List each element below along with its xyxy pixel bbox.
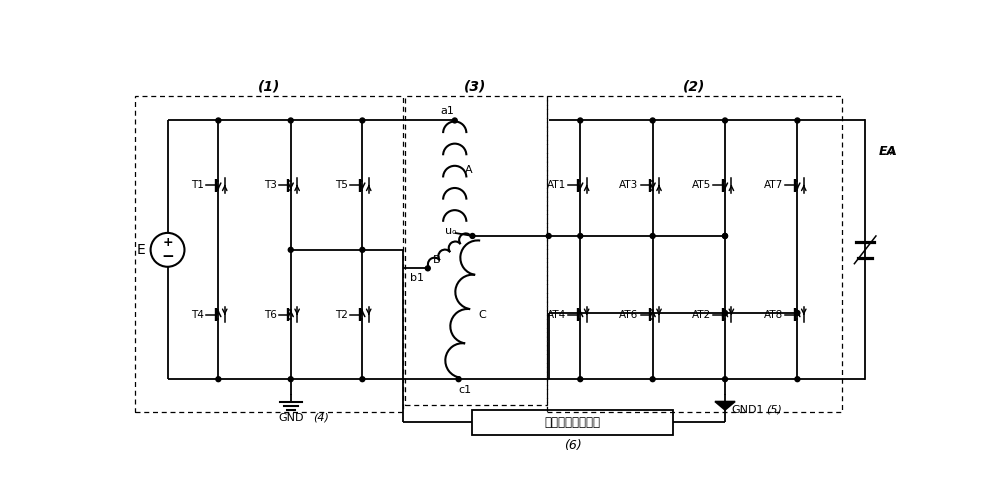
- Text: AT7: AT7: [764, 180, 783, 190]
- Text: AT5: AT5: [692, 180, 711, 190]
- Text: AT4: AT4: [547, 310, 566, 320]
- Text: (3): (3): [464, 80, 487, 93]
- Text: AT1: AT1: [547, 180, 566, 190]
- Circle shape: [723, 118, 727, 123]
- Text: uₒ: uₒ: [445, 226, 457, 237]
- Text: +: +: [162, 236, 173, 249]
- Text: GND: GND: [278, 413, 303, 422]
- Circle shape: [650, 377, 655, 382]
- Circle shape: [216, 118, 221, 123]
- Text: A: A: [890, 148, 896, 158]
- Circle shape: [578, 234, 583, 239]
- Bar: [405, 96, 547, 406]
- Text: (1): (1): [258, 80, 280, 93]
- Text: A: A: [465, 165, 472, 175]
- Text: b1: b1: [410, 272, 424, 283]
- Circle shape: [425, 266, 430, 271]
- Circle shape: [723, 377, 727, 382]
- Text: EA: EA: [879, 145, 897, 158]
- Bar: [135, 96, 403, 412]
- Bar: [547, 96, 842, 412]
- Text: AT6: AT6: [619, 310, 638, 320]
- Text: E: E: [137, 243, 146, 257]
- Text: GND1: GND1: [731, 405, 764, 415]
- Circle shape: [360, 377, 365, 382]
- Polygon shape: [715, 402, 735, 410]
- Circle shape: [546, 234, 551, 239]
- Circle shape: [795, 118, 800, 123]
- Circle shape: [452, 118, 457, 123]
- Text: 中心电压检测模块: 中心电压检测模块: [545, 416, 601, 429]
- Circle shape: [360, 118, 365, 123]
- Circle shape: [470, 234, 475, 239]
- Text: T5: T5: [335, 180, 348, 190]
- Text: (2): (2): [683, 80, 705, 93]
- Text: (6): (6): [564, 439, 581, 452]
- Circle shape: [578, 377, 583, 382]
- Circle shape: [216, 377, 221, 382]
- Circle shape: [288, 248, 293, 252]
- Circle shape: [723, 311, 727, 316]
- Text: B: B: [432, 255, 440, 265]
- Text: T4: T4: [191, 310, 204, 320]
- Text: AT8: AT8: [764, 310, 783, 320]
- Circle shape: [723, 234, 727, 239]
- Text: T1: T1: [191, 180, 204, 190]
- Text: T2: T2: [335, 310, 348, 320]
- Circle shape: [360, 248, 365, 252]
- Text: C: C: [479, 310, 486, 320]
- Circle shape: [578, 118, 583, 123]
- Text: AT2: AT2: [692, 310, 711, 320]
- Circle shape: [288, 377, 293, 382]
- Circle shape: [650, 234, 655, 239]
- Circle shape: [795, 311, 800, 316]
- Text: a1: a1: [440, 106, 454, 116]
- Text: c1: c1: [458, 385, 471, 395]
- Circle shape: [456, 377, 461, 382]
- Circle shape: [795, 377, 800, 382]
- Text: −: −: [161, 249, 174, 264]
- Circle shape: [723, 234, 727, 239]
- Circle shape: [288, 118, 293, 123]
- Text: (5): (5): [766, 405, 782, 415]
- Text: T6: T6: [264, 310, 277, 320]
- Text: T3: T3: [264, 180, 277, 190]
- Bar: [472, 410, 673, 435]
- Circle shape: [650, 118, 655, 123]
- Text: (4): (4): [314, 413, 329, 422]
- Text: AT3: AT3: [619, 180, 638, 190]
